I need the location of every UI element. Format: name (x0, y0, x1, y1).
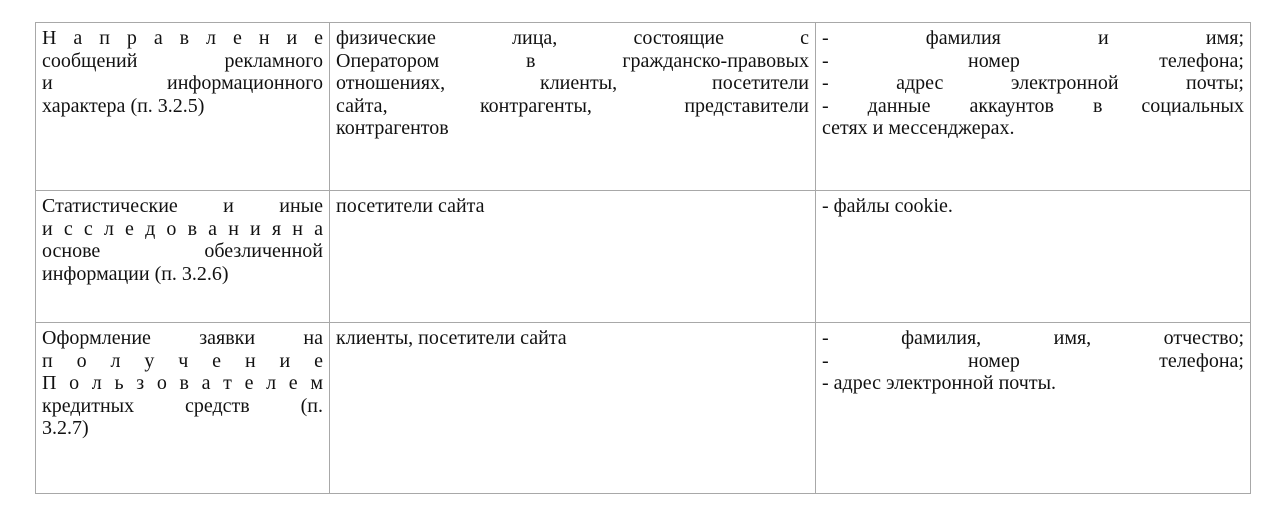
purpose-cell: Н а п р а в л е н и е сообщений рекламног… (35, 22, 330, 191)
table-row: Н а п р а в л е н и е сообщений рекламног… (35, 22, 1251, 191)
text-line: - адрес электронной почты; (822, 72, 1244, 95)
text-line: сообщений рекламного (42, 49, 323, 72)
text-line: - фамилия, имя, отчество; (822, 327, 1244, 349)
subjects-cell: клиенты, посетители сайта (329, 322, 816, 494)
text-line: Оформление заявки на (42, 327, 323, 349)
text-line: контрагентов (336, 117, 449, 140)
text-line: и с с л е д о в а н и я н а (42, 217, 323, 240)
text-line: - номер телефона; (822, 349, 1244, 372)
data-categories-cell: - фамилия, имя, отчество; - номер телефон… (815, 322, 1251, 494)
text-line: отношениях, клиенты, посетители (336, 72, 809, 95)
text-line: Оператором в гражданско-правовых (336, 49, 809, 72)
personal-data-table: Н а п р а в л е н и е сообщений рекламног… (35, 22, 1251, 494)
text-line: кредитных средств (п. (42, 394, 323, 417)
text-line: Статистические и иные (42, 195, 323, 217)
text-line: информации (п. 3.2.6) (42, 262, 229, 285)
data-categories-cell: - файлы cookie. (815, 190, 1251, 323)
subjects-cell: физические лица, состоящие с Оператором в… (329, 22, 816, 191)
purpose-cell: Статистические и иные и с с л е д о в а н… (35, 190, 330, 323)
text-line: - фамилия и имя; (822, 27, 1244, 49)
text-line: основе обезличенной (42, 240, 323, 263)
table-row: Статистические и иные и с с л е д о в а н… (35, 190, 1251, 323)
text-line: П о л ь з о в а т е л е м (42, 372, 323, 395)
text-line: физические лица, состоящие с (336, 27, 809, 49)
text-line: клиенты, посетители сайта (336, 327, 567, 349)
text-line: и информационного (42, 72, 323, 95)
subjects-cell: посетители сайта (329, 190, 816, 323)
text-line: 3.2.7) (42, 417, 89, 440)
data-categories-cell: - фамилия и имя; - номер телефона; - адре… (815, 22, 1251, 191)
text-line: п о л у ч е н и е (42, 349, 323, 372)
text-line: - файлы cookie. (822, 195, 953, 217)
text-line: сайта, контрагенты, представители (336, 94, 809, 117)
text-line: - адрес электронной почты. (822, 372, 1057, 395)
text-line: - номер телефона; (822, 49, 1244, 72)
text-line: посетители сайта (336, 195, 485, 217)
text-line: - данные аккаунтов в социальных (822, 94, 1244, 117)
text-line: сетях и мессенджерах. (822, 117, 1015, 140)
text-line: характера (п. 3.2.5) (42, 94, 205, 117)
text-line: Н а п р а в л е н и е (42, 27, 323, 49)
